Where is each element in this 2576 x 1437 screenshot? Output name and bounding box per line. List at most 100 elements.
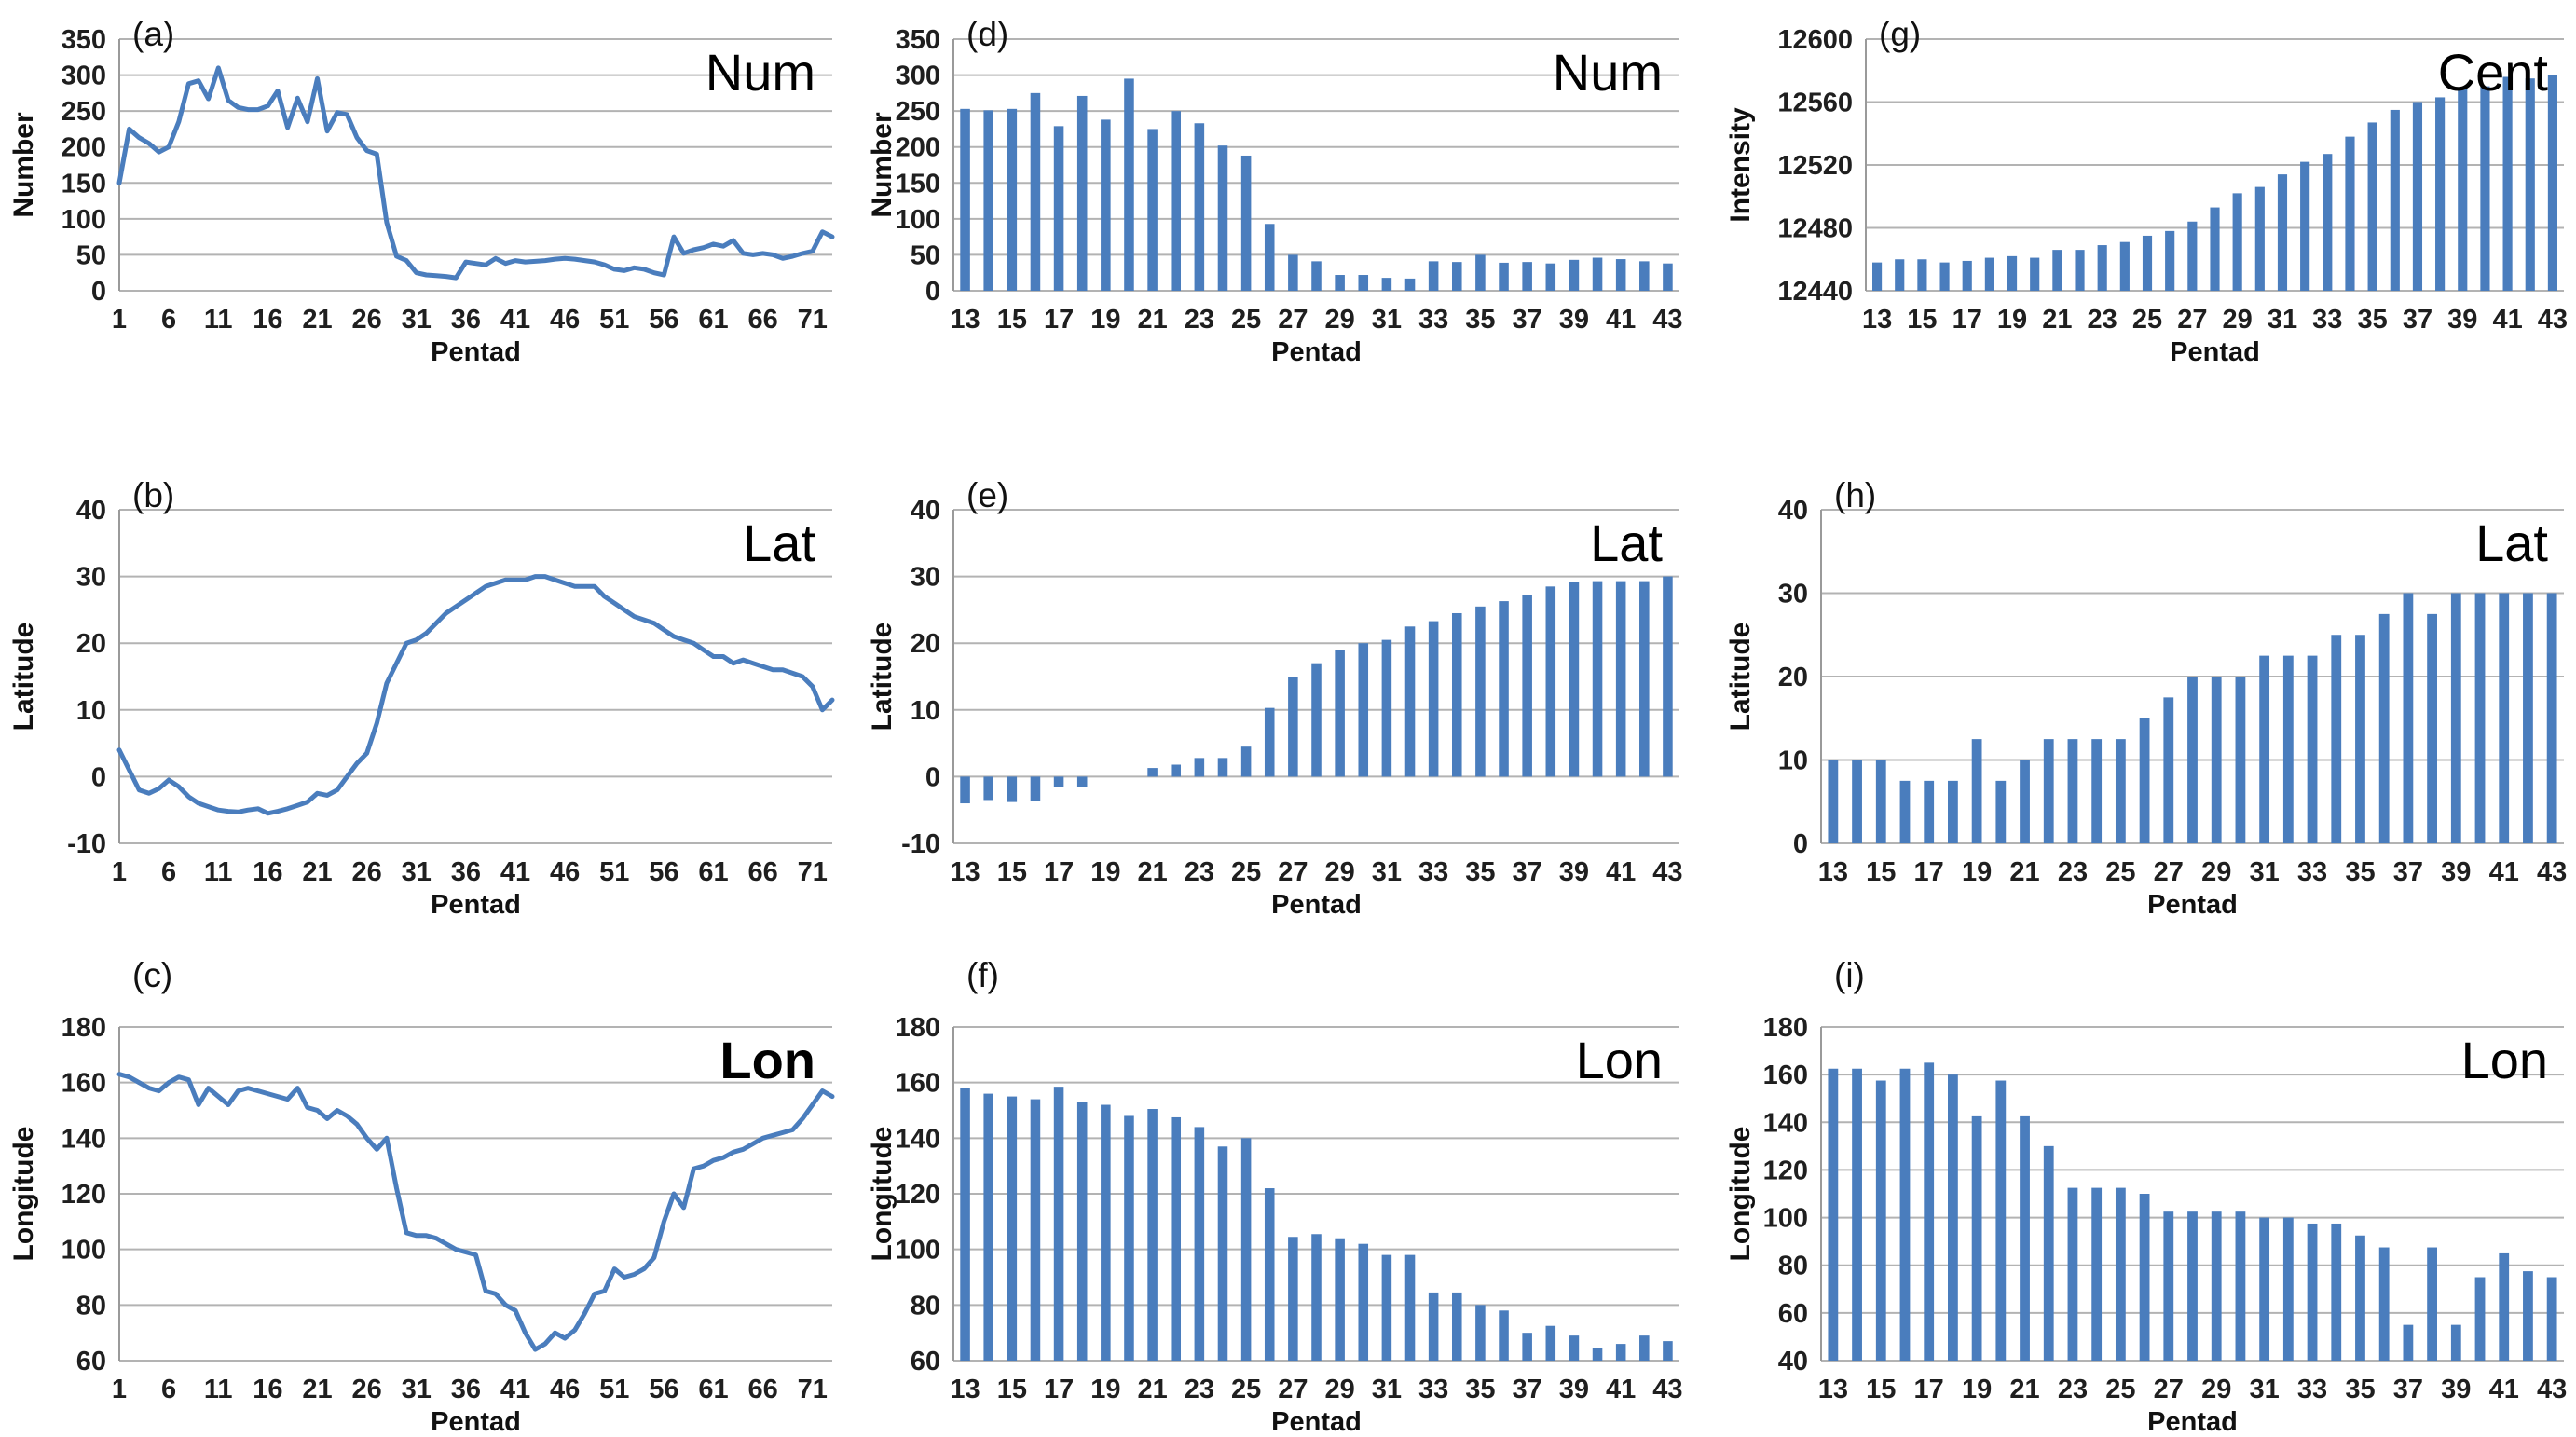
svg-text:140: 140 — [1763, 1108, 1808, 1138]
bar — [1264, 707, 1275, 777]
y-axis-title: Latitude — [867, 622, 897, 732]
bar — [1592, 581, 1603, 777]
svg-text:40: 40 — [911, 496, 940, 526]
svg-text:27: 27 — [1278, 857, 1308, 887]
bar — [1899, 780, 1911, 843]
bar — [1615, 1344, 1626, 1361]
bar — [1030, 92, 1041, 291]
bar — [1124, 1115, 1134, 1361]
bar — [1147, 768, 1158, 777]
bar — [2390, 109, 2400, 291]
svg-text:43: 43 — [1652, 1375, 1682, 1404]
bar — [1545, 263, 1556, 291]
bar — [1522, 262, 1532, 291]
svg-text:21: 21 — [2042, 305, 2072, 335]
svg-text:21: 21 — [302, 1375, 332, 1404]
svg-text:12480: 12480 — [1777, 214, 1853, 244]
svg-text:13: 13 — [950, 1375, 980, 1404]
bar — [2210, 207, 2220, 291]
bar — [1335, 650, 1345, 777]
bar — [1194, 123, 1205, 291]
panel-letter: (a) — [132, 15, 175, 53]
svg-text:39: 39 — [2447, 305, 2477, 335]
svg-text:35: 35 — [2357, 305, 2387, 335]
bar — [1663, 1341, 1673, 1361]
bar — [1499, 262, 1509, 291]
x-tick-labels: 1 6 11 16 21 26 31 36 41 46 51 56 61 66 71 — [112, 857, 828, 887]
bar — [2259, 655, 2270, 843]
svg-text:33: 33 — [1418, 1375, 1448, 1404]
svg-text:37: 37 — [1513, 857, 1542, 887]
bar — [1053, 776, 1064, 787]
svg-text:200: 200 — [896, 133, 940, 163]
svg-text:33: 33 — [2297, 857, 2327, 887]
y-gridlines — [119, 509, 832, 844]
svg-text:17: 17 — [1953, 305, 1982, 335]
bar — [1971, 739, 1982, 843]
bar — [2007, 255, 2018, 291]
x-tick-labels: 13 15 17 19 21 23 25 27 29 31 33 35 37 39 41 43 — [1818, 857, 2568, 887]
bar — [1030, 1099, 1041, 1361]
bar — [2097, 245, 2107, 291]
svg-text:27: 27 — [1278, 305, 1308, 335]
svg-text:23: 23 — [1185, 305, 1214, 335]
svg-text:43: 43 — [2538, 305, 2568, 335]
svg-text:33: 33 — [1418, 305, 1448, 335]
series-bars — [960, 78, 1673, 292]
bar — [1451, 262, 1462, 291]
bar — [2282, 1217, 2294, 1361]
series-label: Lon — [1575, 1031, 1663, 1089]
x-axis-title: Pentad — [2170, 337, 2260, 367]
y-axis-title: Latitude — [8, 622, 39, 732]
svg-text:21: 21 — [1137, 857, 1167, 887]
bar — [1101, 119, 1111, 291]
bar — [1875, 1080, 1886, 1361]
bar — [2367, 122, 2377, 291]
bar — [2091, 1187, 2103, 1361]
x-tick-labels: 1 6 11 16 21 26 31 36 41 46 51 56 61 66 71 — [112, 1375, 828, 1404]
bar — [1639, 581, 1650, 777]
svg-text:17: 17 — [1044, 1375, 1074, 1404]
x-tick-labels: 1 6 11 16 21 26 31 36 41 46 51 56 61 66 71 — [112, 305, 828, 335]
bar — [1311, 261, 1322, 291]
panel-a: 0 50 100 150 200 250 300 350 1 6 11 16 21 26 31 36 41 46 5… — [0, 0, 858, 474]
svg-text:51: 51 — [599, 1375, 629, 1404]
svg-text:30: 30 — [911, 563, 940, 593]
panel-letter: (f) — [966, 956, 999, 994]
bar — [2502, 76, 2513, 291]
bar — [2030, 257, 2040, 291]
bar — [983, 776, 993, 801]
svg-text:6: 6 — [161, 1375, 176, 1404]
panel-f-chart: 60 80 100 120 140 160 180 13 15 17 19 21 23 25 27 29 31 3… — [896, 1013, 1683, 1404]
bar — [2163, 1211, 2174, 1361]
svg-text:15: 15 — [997, 1375, 1027, 1404]
bar — [1948, 780, 1958, 843]
svg-text:29: 29 — [2201, 1375, 2231, 1404]
svg-text:160: 160 — [896, 1069, 940, 1099]
bar — [1358, 275, 1369, 291]
svg-text:25: 25 — [1231, 1375, 1261, 1404]
bar — [2165, 230, 2175, 291]
bar — [1522, 595, 1532, 777]
x-axis-title: Pentad — [431, 337, 521, 367]
bar — [1428, 621, 1439, 777]
bar — [2067, 739, 2078, 843]
svg-text:100: 100 — [896, 205, 940, 235]
panel-d: 0 50 100 150 200 250 300 350 13 15 17 19 21 23 25 27 29 3… — [858, 0, 1717, 474]
y-axis-title: Number — [867, 112, 897, 218]
panel-letter: (g) — [1879, 15, 1922, 53]
svg-text:140: 140 — [896, 1124, 940, 1154]
bar — [1615, 259, 1626, 291]
bar — [1569, 582, 1580, 777]
svg-text:37: 37 — [1513, 305, 1542, 335]
bar — [1899, 1068, 1911, 1361]
x-tick-labels: 13 15 17 19 21 23 25 27 29 31 33 35 37 39 41 43 — [950, 1375, 1682, 1404]
svg-text:36: 36 — [451, 305, 481, 335]
bar — [2139, 718, 2150, 843]
bar — [1404, 626, 1416, 777]
bar — [2323, 154, 2333, 291]
svg-text:31: 31 — [402, 1375, 432, 1404]
bar — [2403, 1324, 2414, 1361]
svg-text:250: 250 — [896, 97, 940, 127]
bar — [983, 110, 993, 291]
